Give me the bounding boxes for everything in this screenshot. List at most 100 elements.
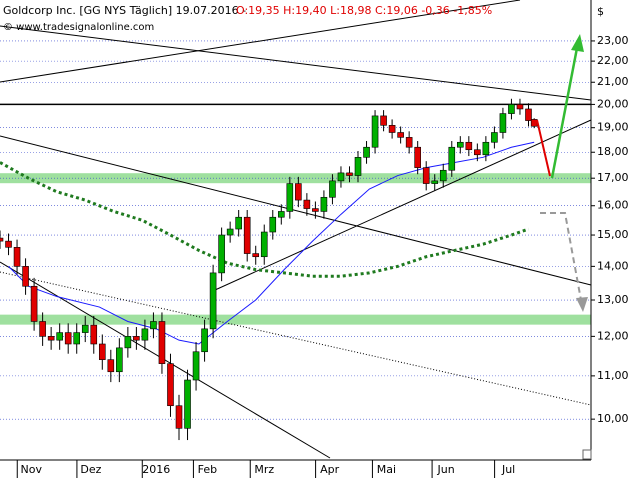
y-tick-label: 21,00 <box>597 75 629 88</box>
y-tick-label: 10,00 <box>597 412 629 425</box>
candle-body <box>286 183 294 212</box>
candle-body <box>22 266 29 287</box>
x-tick-label: 2016 <box>142 463 170 476</box>
y-tick-label: 18,00 <box>597 145 629 158</box>
y-tick-label: 13,00 <box>597 293 629 306</box>
zone <box>0 173 591 184</box>
scroll-icon[interactable] <box>582 449 592 460</box>
x-tick-label: Jul <box>501 463 515 476</box>
y-tick-label: 16,00 <box>597 199 629 212</box>
candle-body <box>354 157 362 176</box>
candle-body <box>175 405 183 429</box>
trend-line <box>0 0 521 83</box>
y-tick-label: 19,00 <box>597 121 629 134</box>
candle-body <box>5 240 12 248</box>
candle-body <box>295 183 302 201</box>
candle-body <box>482 141 490 156</box>
candle-body <box>439 169 447 182</box>
x-tick-label: Nov <box>21 463 43 476</box>
candle-body <box>116 347 123 373</box>
x-tick-label: Mrz <box>254 463 274 476</box>
candle-body <box>380 115 387 126</box>
trend-line <box>0 135 592 286</box>
x-tick-label: Feb <box>198 463 217 476</box>
candle-body <box>201 328 208 353</box>
candle-body <box>414 146 421 168</box>
y-axis-label: $ <box>597 5 604 18</box>
chart-title: Goldcorp Inc. [GG NYS Täglich] 19.07.201… <box>3 4 246 17</box>
candle-body <box>184 379 191 429</box>
y-tick-label: 12,00 <box>597 329 629 342</box>
candle-body <box>388 125 396 133</box>
watermark: © www.tradesignalonline.com <box>3 22 154 33</box>
candle-body <box>141 328 149 341</box>
green-arrow <box>550 47 579 179</box>
y-tick-label: 22,00 <box>597 54 629 67</box>
arrows <box>536 34 588 312</box>
y-tick-label: 20,00 <box>597 97 629 110</box>
candle-body <box>363 146 370 158</box>
candle-body <box>243 216 251 254</box>
candle-body <box>150 321 157 330</box>
candle-body <box>329 180 336 198</box>
gray-arrow <box>540 212 582 301</box>
candle-body <box>226 228 234 236</box>
candle-body <box>158 321 166 364</box>
y-tick-label: 23,00 <box>597 34 629 47</box>
y-tick-label: 17,00 <box>597 171 629 184</box>
candle-body <box>209 272 217 330</box>
zone <box>0 314 591 325</box>
candle-body <box>98 343 106 360</box>
candle-body <box>235 216 242 230</box>
candle-body <box>107 359 115 373</box>
candle-body <box>525 108 532 121</box>
y-tick-label: 11,00 <box>597 369 629 382</box>
arrow-head <box>576 297 588 312</box>
candle-body <box>491 132 498 143</box>
candle-body <box>260 231 268 258</box>
candle-body <box>90 324 98 345</box>
candle-body <box>371 115 379 148</box>
x-tick-label: Jun <box>436 463 454 476</box>
candle-body <box>320 196 328 212</box>
candle-body <box>337 172 345 182</box>
candle-body <box>499 113 507 133</box>
candle-body <box>516 104 524 110</box>
candle-body <box>0 237 4 242</box>
candle-body <box>124 336 132 349</box>
candle-body <box>508 104 515 114</box>
red-arrow <box>536 119 551 177</box>
candle-body <box>252 253 260 258</box>
moving-average <box>0 161 529 278</box>
x-tick-label: Mai <box>377 463 396 476</box>
candle-body <box>56 332 63 341</box>
candle-body <box>277 211 285 218</box>
candle-body <box>397 132 404 138</box>
candle-body <box>431 180 439 184</box>
x-tick-label: Apr <box>320 463 340 476</box>
candle-body <box>312 208 319 212</box>
y-tick-label: 14,00 <box>597 259 629 272</box>
candle-body <box>47 336 55 341</box>
trend-line <box>0 25 592 101</box>
candle-body <box>167 363 174 407</box>
candle-body <box>73 332 81 345</box>
candle-body <box>39 321 46 337</box>
candle-body <box>81 324 89 333</box>
y-tick-label: 15,00 <box>597 228 629 241</box>
trend-line <box>214 119 592 291</box>
candle-body <box>303 199 311 209</box>
x-tick-label: Dez <box>80 463 101 476</box>
trend-line <box>0 271 592 406</box>
candle-body <box>30 285 38 322</box>
candle-body <box>192 351 200 381</box>
arrow-head <box>571 34 584 52</box>
candle-body <box>346 172 353 176</box>
candle-body <box>474 149 481 156</box>
chart-subtitle: O:19,35 H:19,40 L:18,98 C:19,06 -0,36 -1… <box>236 4 492 17</box>
candle-body <box>133 336 140 341</box>
candle-body <box>456 141 464 148</box>
candle-body <box>465 141 473 151</box>
candle-body <box>422 167 430 184</box>
